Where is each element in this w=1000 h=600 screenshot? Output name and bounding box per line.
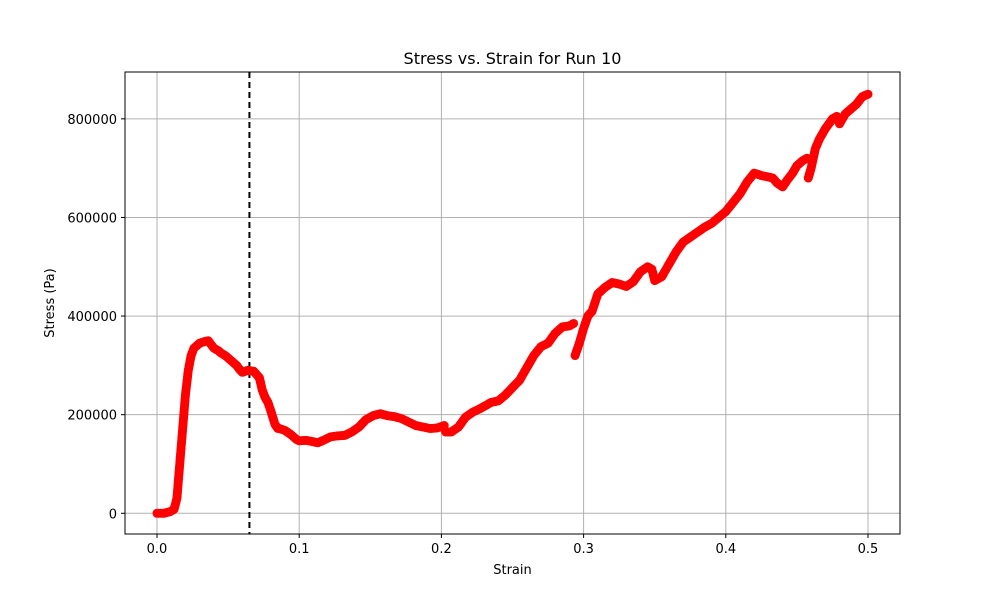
chart-title: Stress vs. Strain for Run 10 (404, 49, 622, 68)
x-tick-label: 0.3 (573, 542, 594, 557)
y-tick-label: 800000 (67, 113, 117, 128)
x-tick-label: 0.0 (147, 542, 168, 557)
y-tick-label: 600000 (67, 211, 117, 226)
x-tick-label: 0.2 (431, 542, 452, 557)
x-tick-label: 0.4 (715, 542, 736, 557)
x-ticks: 0.0 0.1 0.2 0.3 0.4 0.5 (147, 534, 879, 557)
data-points (152, 89, 873, 518)
y-tick-label: 0 (109, 507, 117, 522)
data-point (569, 318, 579, 328)
x-axis-label: Strain (493, 563, 532, 578)
plot-frame (124, 71, 901, 535)
data-point (863, 89, 873, 99)
y-tick-label: 200000 (67, 409, 117, 424)
x-tick-label: 0.5 (858, 542, 879, 557)
y-tick-label: 400000 (67, 310, 117, 325)
y-axis-label: Stress (Pa) (43, 268, 58, 337)
y-ticks: 0 200000 400000 600000 800000 (67, 113, 125, 522)
grid (125, 72, 900, 534)
x-tick-label: 0.1 (289, 542, 310, 557)
